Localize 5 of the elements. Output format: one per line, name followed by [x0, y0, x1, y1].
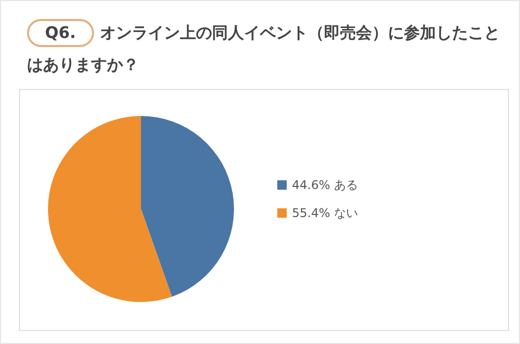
legend-label: 55.4% ない — [292, 206, 358, 220]
pie-slice — [141, 116, 234, 297]
pie-slice — [48, 116, 172, 302]
legend-label: 44.6% ある — [292, 178, 358, 192]
chart-title: Q6. オンライン上の同人イベント（即売会）に参加したことはありますか？ — [27, 23, 500, 74]
